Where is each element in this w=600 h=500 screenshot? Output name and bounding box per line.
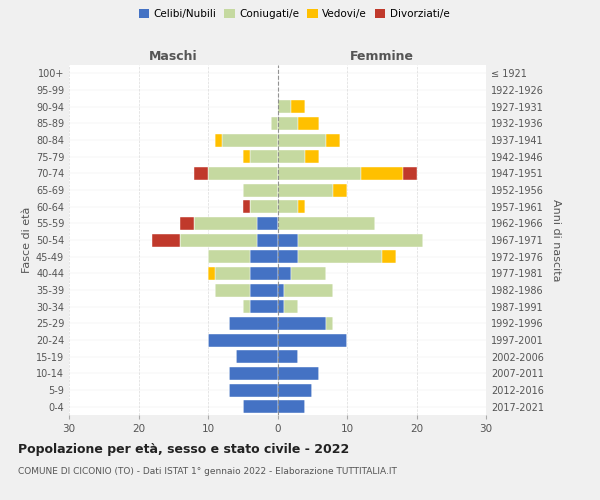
Bar xyxy=(277,200,298,213)
Bar xyxy=(277,384,312,396)
Bar xyxy=(208,267,215,280)
Bar xyxy=(277,350,298,363)
Bar xyxy=(271,117,277,130)
Bar xyxy=(277,217,375,230)
Bar xyxy=(326,134,340,146)
Bar xyxy=(292,267,326,280)
Bar xyxy=(152,234,180,246)
Bar xyxy=(243,400,277,413)
Bar xyxy=(208,167,277,180)
Text: Femmine: Femmine xyxy=(350,50,414,64)
Bar xyxy=(250,250,277,263)
Bar xyxy=(277,134,326,146)
Bar xyxy=(215,134,222,146)
Bar xyxy=(222,134,277,146)
Bar xyxy=(277,267,292,280)
Bar xyxy=(333,184,347,196)
Bar xyxy=(243,200,250,213)
Bar xyxy=(243,300,250,313)
Bar xyxy=(194,167,208,180)
Bar xyxy=(215,267,250,280)
Bar xyxy=(215,284,250,296)
Bar xyxy=(250,284,277,296)
Bar xyxy=(277,400,305,413)
Bar xyxy=(403,167,416,180)
Bar xyxy=(229,317,277,330)
Bar xyxy=(298,117,319,130)
Bar xyxy=(277,284,284,296)
Y-axis label: Fasce di età: Fasce di età xyxy=(22,207,32,273)
Bar xyxy=(243,150,250,163)
Bar xyxy=(277,334,347,346)
Bar xyxy=(277,117,298,130)
Bar xyxy=(229,384,277,396)
Bar xyxy=(250,300,277,313)
Bar xyxy=(208,250,250,263)
Bar xyxy=(277,167,361,180)
Bar xyxy=(250,200,277,213)
Bar xyxy=(250,267,277,280)
Bar xyxy=(298,234,424,246)
Bar xyxy=(298,250,382,263)
Bar xyxy=(298,200,305,213)
Bar xyxy=(361,167,403,180)
Text: COMUNE DI CICONIO (TO) - Dati ISTAT 1° gennaio 2022 - Elaborazione TUTTITALIA.IT: COMUNE DI CICONIO (TO) - Dati ISTAT 1° g… xyxy=(18,468,397,476)
Bar xyxy=(180,217,194,230)
Bar xyxy=(194,217,257,230)
Text: Maschi: Maschi xyxy=(149,50,197,64)
Bar xyxy=(250,150,277,163)
Bar xyxy=(326,317,333,330)
Bar xyxy=(257,217,277,230)
Bar xyxy=(243,184,277,196)
Bar xyxy=(180,234,257,246)
Bar xyxy=(277,300,284,313)
Bar xyxy=(277,317,326,330)
Y-axis label: Anni di nascita: Anni di nascita xyxy=(551,198,560,281)
Bar xyxy=(229,367,277,380)
Bar xyxy=(284,300,298,313)
Bar xyxy=(257,234,277,246)
Bar xyxy=(382,250,395,263)
Bar xyxy=(277,234,298,246)
Bar xyxy=(277,250,298,263)
Bar xyxy=(284,284,333,296)
Bar xyxy=(236,350,277,363)
Bar xyxy=(208,334,277,346)
Bar xyxy=(277,150,305,163)
Bar xyxy=(292,100,305,113)
Bar xyxy=(277,367,319,380)
Bar xyxy=(305,150,319,163)
Legend: Celibi/Nubili, Coniugati/e, Vedovi/e, Divorziati/e: Celibi/Nubili, Coniugati/e, Vedovi/e, Di… xyxy=(134,5,454,24)
Text: Popolazione per età, sesso e stato civile - 2022: Popolazione per età, sesso e stato civil… xyxy=(18,442,349,456)
Bar xyxy=(277,184,333,196)
Bar xyxy=(277,100,292,113)
